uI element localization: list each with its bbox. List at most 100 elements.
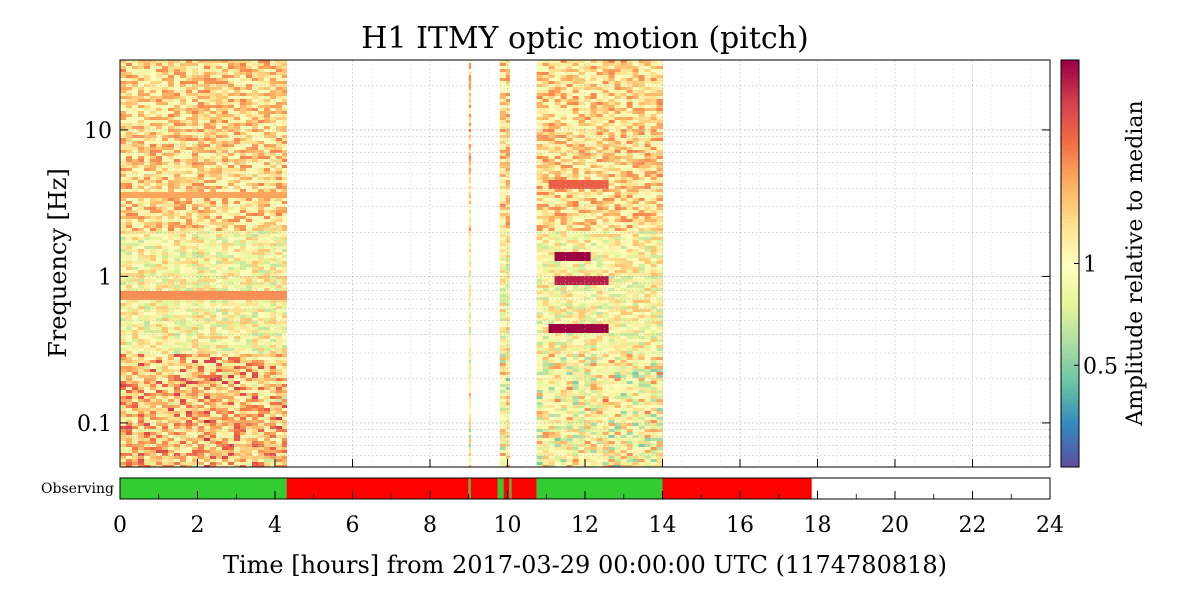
- colorbar-step: [1061, 125, 1079, 130]
- colorbar-step: [1061, 242, 1079, 247]
- colorbar-step: [1061, 419, 1079, 423]
- colorbar-step: [1061, 224, 1079, 229]
- colorbar-step: [1061, 98, 1079, 103]
- colorbar-step: [1061, 179, 1079, 184]
- colorbar-step: [1061, 113, 1079, 118]
- colorbar-step: [1061, 272, 1079, 276]
- colorbar-step: [1061, 77, 1079, 82]
- colorbar-step: [1061, 152, 1079, 157]
- colorbar: 0.51: [1060, 59, 1118, 468]
- colorbar-step: [1061, 359, 1079, 363]
- colorbar-step: [1061, 308, 1079, 312]
- y-axis-label: Frequency [Hz]: [44, 168, 72, 358]
- colorbar-step: [1061, 425, 1079, 429]
- colorbar-step: [1061, 395, 1079, 399]
- colorbar-step: [1061, 86, 1079, 91]
- colorbar-step: [1061, 221, 1079, 226]
- colorbar-step: [1061, 368, 1079, 372]
- colorbar-step: [1061, 230, 1079, 235]
- colorbar-step: [1061, 68, 1079, 73]
- state-segment: [470, 478, 498, 499]
- colorbar-step: [1061, 404, 1079, 408]
- colorbar-step: [1061, 149, 1079, 154]
- colorbar-step: [1061, 197, 1079, 202]
- colorbar-step: [1061, 446, 1079, 450]
- data-segment: [536, 60, 663, 468]
- colorbar-step: [1061, 107, 1079, 112]
- colorbar-step: [1061, 413, 1079, 417]
- x-tick-label: 12: [571, 513, 599, 538]
- colorbar-step: [1061, 134, 1079, 139]
- x-tick-label: 16: [726, 513, 754, 538]
- state-segment: [662, 478, 812, 499]
- colorbar-step: [1061, 236, 1079, 241]
- colorbar-step: [1061, 257, 1079, 261]
- colorbar-step: [1061, 371, 1079, 375]
- colorbar-step: [1061, 428, 1079, 432]
- colorbar-step: [1061, 458, 1079, 462]
- colorbar-step: [1061, 281, 1079, 285]
- colorbar-step: [1061, 437, 1079, 441]
- colorbar-step: [1061, 215, 1079, 220]
- colorbar-step: [1061, 164, 1079, 169]
- y-tick-label: 0.1: [77, 412, 112, 437]
- colorbar-step: [1061, 305, 1079, 309]
- colorbar-step: [1061, 116, 1079, 121]
- colorbar-step: [1061, 248, 1079, 253]
- colorbar-step: [1061, 365, 1079, 369]
- colorbar-step: [1061, 410, 1079, 414]
- colorbar-step: [1061, 407, 1079, 411]
- y-axis-ticks: 0.1 1 10: [77, 119, 1050, 437]
- colorbar-step: [1061, 452, 1079, 456]
- x-tick-label: 18: [804, 513, 832, 538]
- state-segment: [497, 478, 504, 499]
- colorbar-step: [1061, 92, 1079, 97]
- colorbar-step: [1061, 188, 1079, 193]
- colorbar-step: [1061, 464, 1079, 468]
- colorbar-step: [1061, 137, 1079, 142]
- colorbar-step: [1061, 326, 1079, 330]
- x-axis-ticks: 0 2 4 6 8 10 12 14 16 18 20 22 24: [113, 459, 1064, 538]
- state-segment: [509, 478, 512, 499]
- colorbar-step: [1061, 185, 1079, 190]
- colorbar-step: [1061, 341, 1079, 345]
- y-tick-label: 1: [98, 265, 112, 290]
- colorbar-step: [1061, 269, 1079, 273]
- colorbar-step: [1061, 320, 1079, 324]
- colorbar-step: [1061, 347, 1079, 351]
- data-segment: [499, 60, 510, 468]
- colorbar-tick-label: 0.5: [1083, 354, 1118, 379]
- state-segment: [468, 478, 471, 499]
- colorbar-step: [1061, 146, 1079, 151]
- colorbar-step: [1061, 434, 1079, 438]
- colorbar-step: [1061, 293, 1079, 297]
- colorbar-step: [1061, 374, 1079, 378]
- colorbar-step: [1061, 332, 1079, 336]
- x-tick-label: 24: [1036, 513, 1064, 538]
- x-tick-label: 20: [881, 513, 909, 538]
- state-segment: [536, 478, 663, 499]
- colorbar-step: [1061, 200, 1079, 205]
- colorbar-step: [1061, 311, 1079, 315]
- x-tick-label: 0: [113, 513, 127, 538]
- colorbar-step: [1061, 401, 1079, 405]
- colorbar-step: [1061, 176, 1079, 181]
- colorbar-step: [1061, 143, 1079, 148]
- colorbar-step: [1061, 377, 1079, 381]
- colorbar-step: [1061, 260, 1079, 264]
- colorbar-step: [1061, 80, 1079, 85]
- colorbar-step: [1061, 218, 1079, 223]
- x-tick-label: 4: [268, 513, 282, 538]
- colorbar-step: [1061, 380, 1079, 384]
- colorbar-step: [1061, 251, 1079, 256]
- colorbar-step: [1061, 314, 1079, 318]
- colorbar-step: [1061, 275, 1079, 279]
- colorbar-step: [1061, 443, 1079, 447]
- colorbar-step: [1061, 338, 1079, 342]
- colorbar-label: Amplitude relative to median: [1123, 100, 1148, 426]
- colorbar-step: [1061, 212, 1079, 217]
- colorbar-step: [1061, 65, 1079, 70]
- state-bar-label: Observing: [41, 481, 114, 497]
- x-tick-label: 10: [494, 513, 522, 538]
